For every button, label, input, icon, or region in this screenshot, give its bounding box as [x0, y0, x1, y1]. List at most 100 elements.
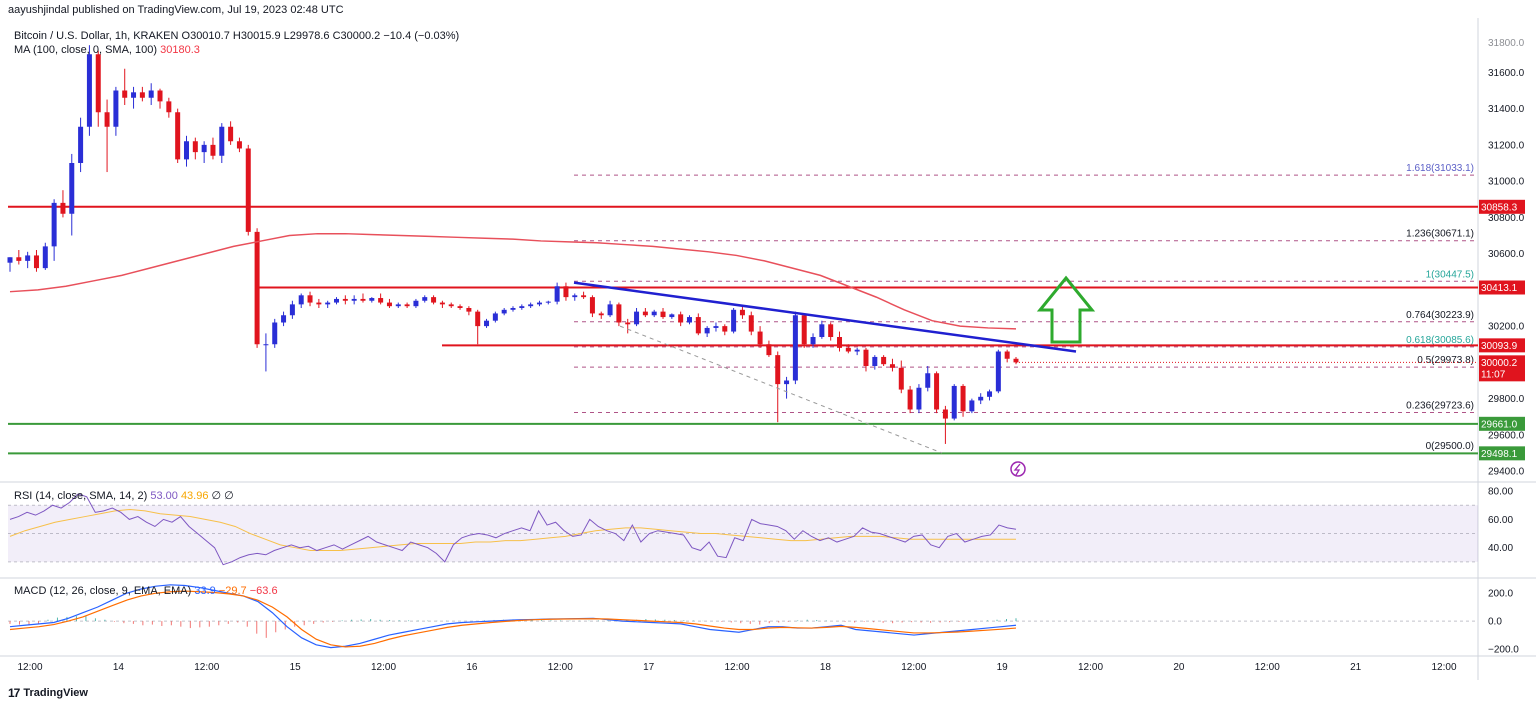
candle-up	[422, 297, 428, 301]
macd-tick-label: −200.0	[1488, 645, 1519, 656]
candle-down	[16, 257, 22, 261]
time-tick-label: 12:00	[1431, 662, 1456, 673]
price-tick-label: 30800.0	[1488, 213, 1525, 224]
candle-down	[863, 349, 869, 366]
candle-down	[466, 308, 472, 312]
candle-down	[960, 385, 966, 412]
candle-up	[519, 306, 525, 308]
candle-up	[704, 327, 710, 334]
candle-down	[1013, 358, 1019, 363]
candle-down	[678, 314, 684, 323]
candle-up	[916, 387, 922, 410]
candle-up	[713, 326, 719, 328]
candle-up	[731, 309, 737, 332]
candle-up	[872, 356, 878, 366]
price-axis-badge	[1479, 446, 1525, 461]
time-tick-label: 12:00	[194, 662, 219, 673]
candle-up	[78, 126, 84, 163]
candle-down	[228, 126, 234, 142]
candle-up	[810, 337, 816, 345]
ma-legend[interactable]: MA (100, close, 0, SMA, 100) 30180.3	[14, 44, 200, 56]
rsi-value: 53.00	[150, 490, 178, 502]
candle-up	[969, 400, 975, 412]
candle-countdown: 11:07	[1481, 369, 1506, 380]
time-tick-label: 15	[290, 662, 302, 673]
candle-down	[695, 317, 701, 334]
lightning-bolt-icon	[1013, 463, 1021, 476]
candle-down	[386, 302, 392, 307]
candle-up	[51, 202, 57, 247]
candle-up	[263, 344, 269, 346]
candle-up	[819, 324, 825, 337]
candle-down	[934, 373, 940, 410]
moving-average-line	[9, 232, 1017, 330]
candle-down	[236, 141, 242, 149]
candle-up	[501, 309, 507, 314]
candle-up	[131, 92, 137, 98]
bearish-trend-line	[573, 281, 1077, 353]
macd-legend[interactable]: MACD (12, 26, close, 9, EMA, EMA) 33.9 −…	[14, 585, 278, 597]
candle-down	[589, 297, 595, 314]
candle-up	[334, 298, 340, 303]
candle-up	[395, 304, 401, 307]
helper-diagonal-line	[619, 325, 943, 454]
price-tick-label: 31600.0	[1488, 68, 1525, 79]
price-tick-label: 31400.0	[1488, 104, 1525, 115]
candle-down	[907, 389, 913, 410]
fib-level-label: 0.236(29723.6)	[1406, 400, 1474, 411]
time-tick-label: 19	[997, 662, 1009, 673]
rsi-tick-label: 40.00	[1488, 543, 1513, 554]
fib-level-label: 0(29500.0)	[1426, 441, 1474, 452]
price-tick-label: 30200.0	[1488, 322, 1525, 333]
candle-down	[898, 367, 904, 390]
price-tick-label: 29800.0	[1488, 394, 1525, 405]
price-axis-badge	[1479, 338, 1525, 353]
candle-up	[289, 304, 295, 316]
candle-up	[792, 315, 798, 381]
candle-down	[378, 298, 384, 303]
price-axis-badge	[1479, 416, 1525, 431]
time-tick-label: 12:00	[1078, 662, 1103, 673]
histogram-value: −63.6	[249, 585, 278, 597]
price-axis-badge-label: 30858.3	[1481, 202, 1518, 213]
candle-up	[951, 385, 957, 419]
candle-down	[775, 355, 781, 385]
symbol-legend[interactable]: Bitcoin / U.S. Dollar, 1h, KRAKEN O30010…	[14, 30, 459, 42]
candle-up	[607, 304, 613, 316]
candle-up	[25, 255, 31, 261]
candle-down	[122, 90, 128, 98]
candle-down	[157, 90, 163, 102]
price-tick-label: 30600.0	[1488, 249, 1525, 260]
rsi-sma-value: 43.96	[180, 490, 209, 502]
time-tick-label: 12:00	[371, 662, 396, 673]
candle-down	[942, 409, 948, 419]
candle-up	[113, 90, 119, 127]
candle-up	[272, 322, 278, 345]
candle-up	[572, 295, 578, 298]
candle-down	[316, 302, 322, 305]
candle-down	[104, 112, 110, 127]
time-tick-label: 12:00	[724, 662, 749, 673]
macd-value: 33.9	[194, 585, 216, 597]
rsi-legend[interactable]: RSI (14, close, SMA, 14, 2) 53.00 43.96 …	[14, 489, 234, 502]
candle-up	[69, 163, 75, 214]
last-price-label: 30000.2	[1481, 358, 1518, 369]
candle-up	[995, 351, 1001, 392]
price-tick-label: 29400.0	[1488, 467, 1525, 478]
tradingview-footer[interactable]: 17 TradingView	[8, 686, 88, 700]
candle-up	[686, 317, 692, 323]
fib-level-label: 1.236(30671.1)	[1406, 229, 1474, 240]
candle-down	[757, 331, 763, 345]
candle-down	[431, 297, 437, 303]
candle-down	[625, 322, 631, 325]
candle-up	[925, 373, 931, 388]
candle-down	[360, 298, 366, 301]
time-tick-label: 16	[466, 662, 478, 673]
candle-up	[183, 141, 189, 160]
price-axis-badge	[1479, 199, 1525, 214]
price-axis-badge-label: 29498.1	[1481, 449, 1518, 460]
fib-level-label: 1(30447.5)	[1426, 269, 1474, 280]
candle-up	[978, 396, 984, 401]
rsi-tick-label: 80.00	[1488, 487, 1513, 498]
time-tick-label: 20	[1173, 662, 1185, 673]
